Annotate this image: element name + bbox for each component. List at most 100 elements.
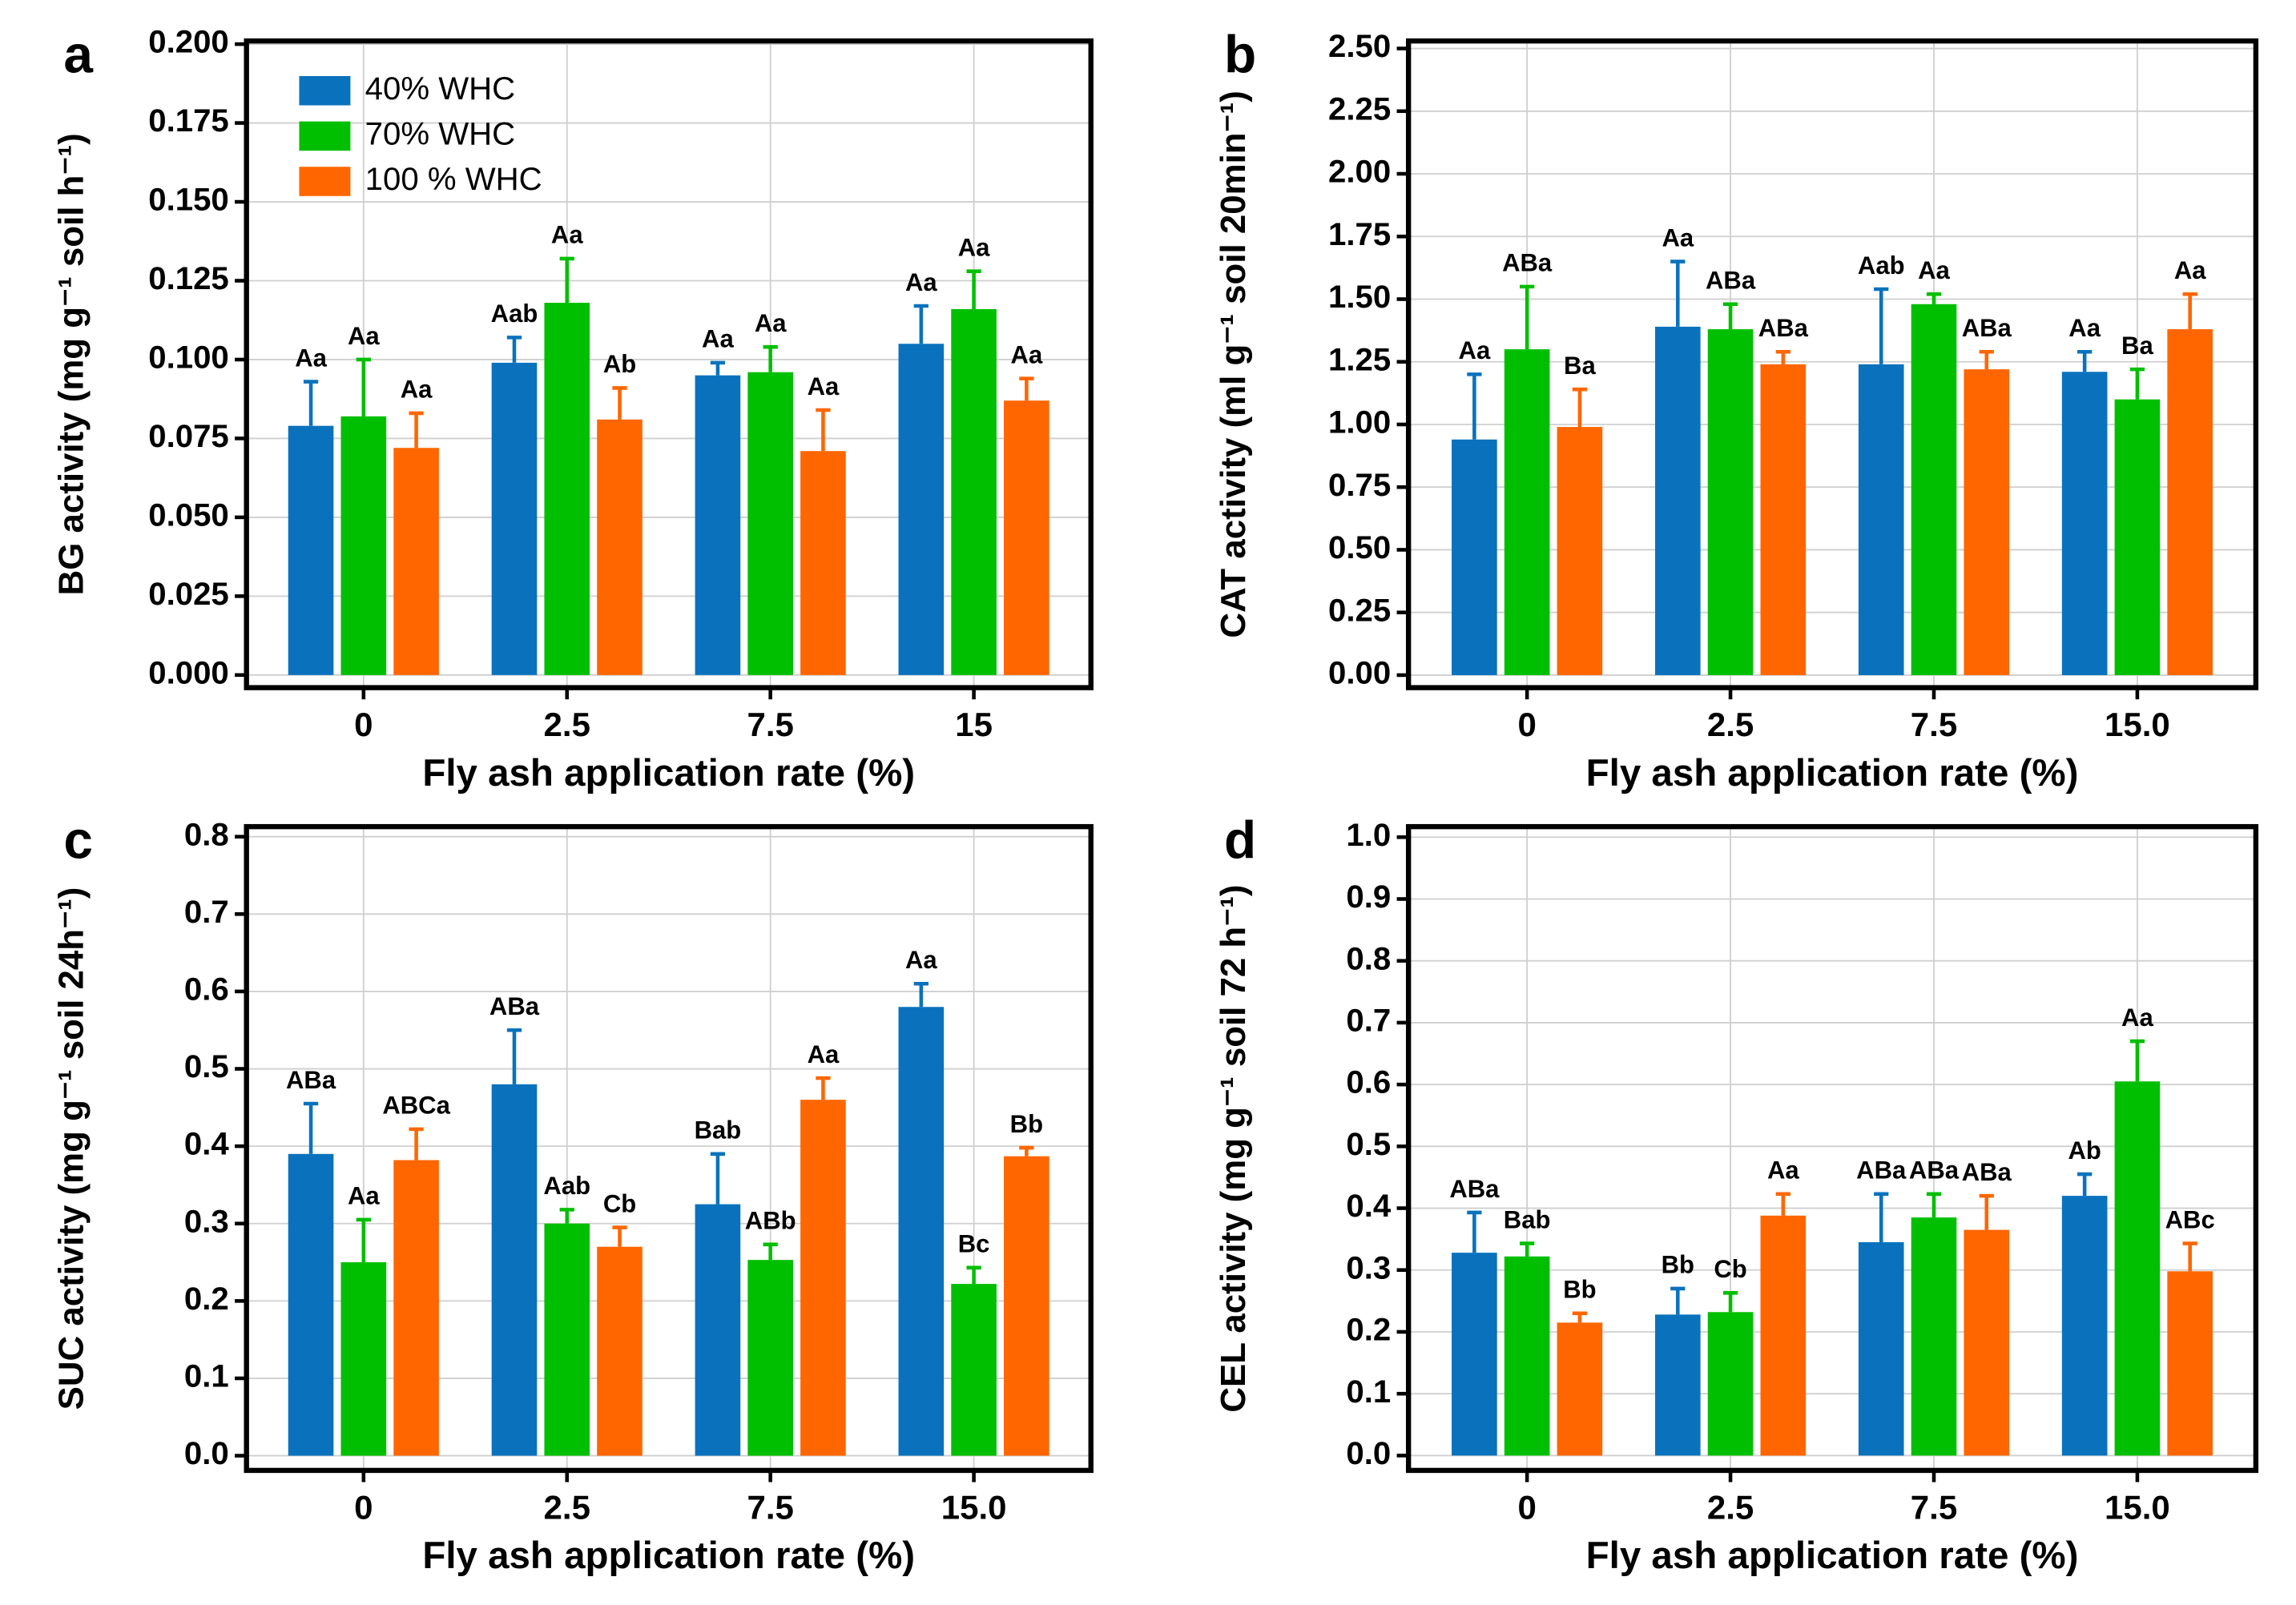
x-axis-label: Fly ash application rate (%) (1586, 1535, 2079, 1577)
x-axis-label: Fly ash application rate (%) (1586, 752, 2079, 794)
significance-label: ABa (1962, 1158, 2012, 1186)
bar (2167, 329, 2213, 675)
y-tick-label: 0.4 (1346, 1188, 1392, 1224)
bar (800, 451, 846, 675)
x-tick-label: 7.5 (747, 706, 793, 743)
y-tick-label: 0.000 (148, 654, 229, 690)
significance-label: ABCa (382, 1092, 450, 1120)
bar (1760, 364, 1807, 675)
plot-frame (244, 38, 1094, 690)
bar (951, 308, 997, 675)
x-tick-label: 15.0 (2105, 1488, 2170, 1526)
x-tick-label: 2.5 (1707, 1488, 1754, 1526)
bar (1707, 1312, 1754, 1456)
bar (544, 303, 590, 675)
x-tick-label: 2.5 (1707, 706, 1754, 743)
y-tick-label: 2.25 (1328, 91, 1391, 127)
significance-label: Aa (2068, 314, 2101, 342)
legend-swatch (299, 75, 351, 106)
y-tick-label: 0.5 (184, 1048, 229, 1084)
panel-label: a (63, 24, 93, 83)
significance-label: Aab (543, 1172, 590, 1200)
x-axis-label: Fly ash application rate (%) (422, 752, 915, 794)
bar (1858, 1242, 1904, 1456)
bar (1654, 326, 1701, 675)
panel-label: c (63, 810, 93, 869)
x-tick-label: 0 (354, 1488, 373, 1526)
significance-label: Ab (2068, 1136, 2101, 1165)
y-tick-label: 0.0 (184, 1435, 229, 1471)
y-tick-label: 0.025 (148, 576, 229, 612)
panel-label: b (1224, 24, 1256, 83)
significance-label: Aa (808, 372, 840, 400)
y-tick-label: 0.200 (148, 24, 229, 60)
bar (1858, 364, 1904, 675)
significance-label: Aa (958, 233, 990, 261)
y-tick-label: 0.175 (148, 103, 229, 139)
x-tick-label: 15.0 (941, 1488, 1007, 1526)
legend-swatch (299, 121, 351, 151)
significance-label: Bc (958, 1230, 990, 1258)
y-tick-label: 0.150 (148, 182, 229, 218)
significance-label: Aab (491, 300, 538, 328)
y-tick-label: 0.2 (184, 1281, 229, 1317)
significance-label: Aa (808, 1040, 840, 1068)
bar (1557, 427, 1603, 675)
bar (747, 372, 794, 675)
y-tick-label: 0.25 (1328, 592, 1391, 628)
legend-label: 100 % WHC (365, 161, 542, 197)
significance-label: Aa (551, 221, 583, 249)
y-tick-label: 0.50 (1328, 529, 1391, 565)
y-axis-label: SUC activity (mg g⁻¹ soil 24h⁻¹) (52, 887, 91, 1410)
y-tick-label: 0.4 (184, 1126, 230, 1162)
significance-label: Bab (695, 1116, 742, 1144)
bar (2114, 1081, 2161, 1456)
y-tick-label: 0.125 (148, 260, 229, 296)
significance-label: ABa (1909, 1156, 1960, 1185)
bar (393, 448, 439, 675)
x-axis-label: Fly ash application rate (%) (422, 1535, 915, 1577)
bar (1504, 1256, 1550, 1456)
bar (1964, 1229, 2010, 1456)
significance-label: ABa (489, 992, 540, 1020)
bar (288, 425, 334, 675)
significance-label: ABa (1856, 1156, 1907, 1185)
y-tick-label: 0.8 (184, 816, 229, 852)
bar (2061, 372, 2108, 675)
y-tick-label: 0.050 (148, 497, 229, 533)
y-axis-label: CAT activity (ml g⁻¹ soil 20min⁻¹) (1214, 91, 1253, 638)
bar (951, 1284, 997, 1456)
significance-label: Aa (401, 376, 433, 404)
x-tick-label: 0 (354, 706, 373, 743)
bar (2114, 399, 2161, 675)
bar (491, 362, 538, 675)
bar (1911, 304, 1957, 675)
plot-frame (244, 823, 1094, 1474)
bar (695, 1204, 741, 1456)
significance-label: ABa (286, 1066, 336, 1094)
significance-label: Bb (1662, 1251, 1694, 1279)
y-tick-label: 0.2 (1346, 1312, 1391, 1348)
significance-label: Bb (1010, 1110, 1043, 1138)
x-tick-label: 0 (1517, 1488, 1536, 1526)
plot-frame (1405, 38, 2259, 690)
bar (1707, 329, 1754, 675)
bar (340, 1262, 387, 1456)
significance-label: Aa (1011, 340, 1043, 368)
significance-label: Aa (1767, 1156, 1799, 1185)
significance-label: Aa (2121, 1004, 2153, 1032)
x-tick-label: 15 (955, 706, 993, 743)
significance-label: Cb (603, 1189, 636, 1217)
bar (898, 1007, 945, 1456)
y-tick-label: 1.0 (1346, 817, 1391, 853)
x-tick-label: 2.5 (544, 706, 590, 743)
significance-label: ABa (1962, 314, 2012, 342)
y-tick-label: 0.075 (148, 418, 229, 454)
y-tick-label: 1.00 (1328, 404, 1391, 440)
x-tick-label: 7.5 (1911, 1488, 1957, 1526)
y-tick-label: 0.00 (1328, 655, 1391, 691)
y-tick-label: 0.100 (148, 340, 229, 376)
bar (1452, 439, 1497, 675)
significance-label: ABa (1502, 249, 1553, 277)
bar (1911, 1217, 1957, 1456)
